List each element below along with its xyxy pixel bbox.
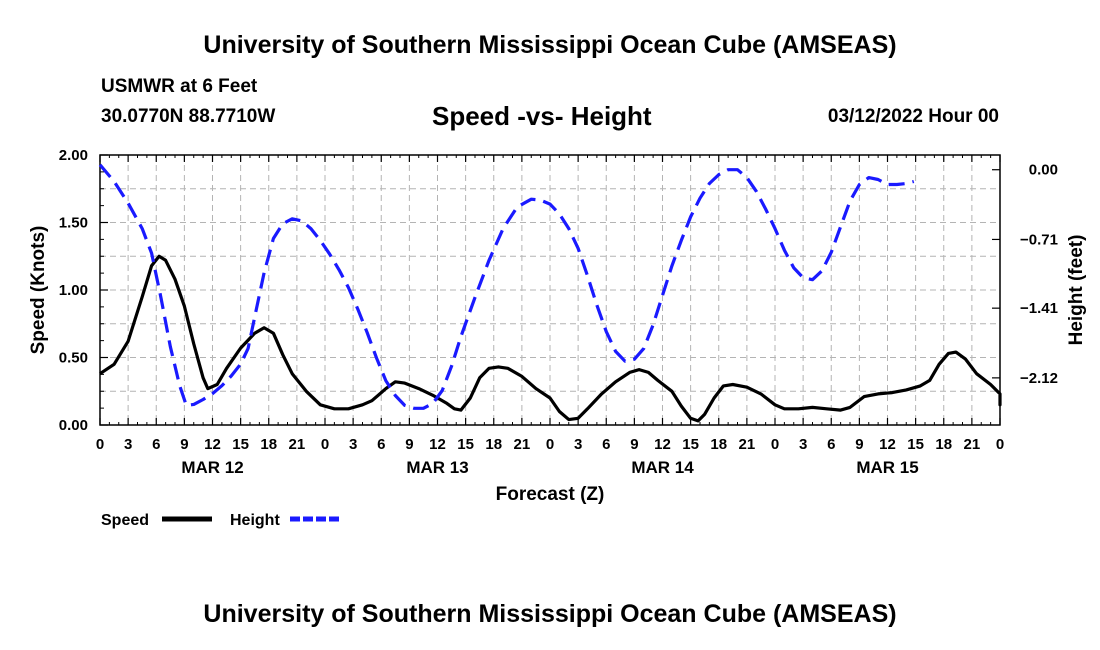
x-tick-label: 12 — [429, 436, 446, 453]
chart-subtitle: Speed -vs- Height — [432, 101, 652, 131]
x-tick-label: 18 — [710, 436, 727, 453]
x-tick-label: 0 — [96, 436, 104, 453]
x-tick-label: 12 — [204, 436, 221, 453]
x-tick-label: 3 — [799, 436, 807, 453]
legend-label-height: Height — [230, 512, 280, 529]
x-tick-label: 15 — [907, 436, 924, 453]
x-tick-label: 0 — [321, 436, 329, 453]
x-tick-label: 15 — [457, 436, 474, 453]
x-tick-label: 18 — [935, 436, 952, 453]
x-tick-label: 0 — [771, 436, 779, 453]
x-tick-label: 9 — [855, 436, 863, 453]
date-label: MAR 12 — [181, 458, 243, 477]
y-right-tick-label: −0.71 — [1020, 231, 1058, 248]
date-label: MAR 14 — [631, 458, 694, 477]
x-tick-label: 3 — [349, 436, 357, 453]
date-label: MAR 15 — [856, 458, 918, 477]
station-coordinates: 30.0770N 88.7710W — [101, 106, 276, 127]
x-tick-label: 6 — [602, 436, 610, 453]
x-tick-label: 6 — [152, 436, 160, 453]
height-series-line — [98, 163, 915, 410]
x-tick-label: 6 — [827, 436, 835, 453]
x-tick-label: 0 — [996, 436, 1004, 453]
x-tick-label: 18 — [485, 436, 502, 453]
x-tick-label: 21 — [514, 436, 531, 453]
x-tick-label: 3 — [124, 436, 132, 453]
x-tick-label: 0 — [546, 436, 554, 453]
station-label: USMWR at 6 Feet — [101, 76, 258, 97]
y-left-axis-label: Speed (Knots) — [28, 226, 49, 355]
x-tick-label: 6 — [377, 436, 385, 453]
speed-series-line — [99, 254, 1002, 423]
y-left-tick-label: 1.50 — [59, 215, 88, 232]
y-left-tick-label: 0.50 — [59, 350, 88, 367]
x-tick-label: 15 — [682, 436, 699, 453]
date-label: MAR 13 — [406, 458, 468, 477]
x-tick-label: 12 — [654, 436, 671, 453]
x-tick-label: 21 — [289, 436, 306, 453]
x-tick-label: 9 — [180, 436, 188, 453]
forecast-datetime: 03/12/2022 Hour 00 — [827, 106, 999, 127]
y-right-tick-label: 0.00 — [1029, 162, 1058, 179]
x-tick-label: 15 — [232, 436, 249, 453]
chart-title: University of Southern Mississippi Ocean… — [203, 31, 897, 59]
y-left-tick-label: 1.00 — [59, 282, 88, 299]
y-left-tick-label: 0.00 — [59, 417, 88, 434]
y-left-tick-label: 2.00 — [59, 147, 88, 164]
x-tick-label: 21 — [964, 436, 981, 453]
x-axis-label: Forecast (Z) — [496, 484, 605, 505]
x-tick-label: 3 — [574, 436, 582, 453]
y-right-tick-label: −1.41 — [1020, 300, 1058, 317]
y-right-tick-label: −2.12 — [1020, 370, 1058, 387]
y-right-axis-label: Height (feet) — [1066, 235, 1087, 346]
x-tick-label: 9 — [405, 436, 413, 453]
x-tick-label: 12 — [879, 436, 896, 453]
x-tick-label: 9 — [630, 436, 638, 453]
x-tick-label: 21 — [739, 436, 756, 453]
x-tick-label: 18 — [260, 436, 277, 453]
legend-label-speed: Speed — [101, 512, 149, 529]
footer-title: University of Southern Mississippi Ocean… — [203, 600, 897, 628]
